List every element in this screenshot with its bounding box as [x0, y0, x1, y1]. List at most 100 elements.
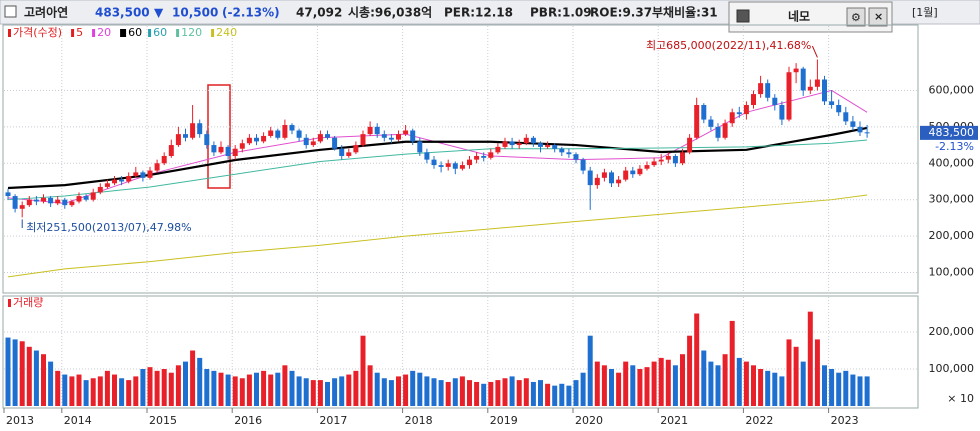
candle-body [339, 148, 345, 156]
volume-bar [694, 313, 700, 406]
x-tick-label: 2016 [234, 414, 262, 427]
pbr: PBR:1.09 [530, 6, 592, 20]
candle-body [438, 165, 444, 167]
checkbox[interactable] [4, 5, 17, 18]
candle-body [843, 112, 849, 122]
volume-bar [836, 372, 842, 406]
candle-body [573, 154, 579, 160]
candle-body [687, 137, 693, 153]
close-button[interactable] [868, 7, 888, 27]
volume-bar [857, 376, 863, 406]
volume-bar [133, 376, 139, 406]
candle-body [467, 159, 472, 166]
volume-bar [488, 381, 494, 406]
candle-body [637, 168, 643, 175]
candle-body [303, 137, 309, 146]
candle-body [33, 199, 39, 202]
volume-bar [751, 365, 756, 406]
volume-bar [254, 372, 259, 406]
volume-bar [431, 378, 437, 406]
candle-body [55, 199, 61, 204]
volume-bar [765, 370, 771, 406]
y-tick-label: 100,000 [929, 266, 975, 279]
y-tick-label: 200,000 [929, 325, 975, 338]
candle-body [715, 126, 721, 138]
volume-bar [104, 370, 110, 406]
low-annotation: 최저251,500(2013/07),47.98% [26, 221, 191, 234]
candle-body [140, 172, 146, 178]
roe: ROE:9.37 [590, 6, 652, 20]
candle-body [317, 134, 323, 142]
volume-bar [296, 376, 302, 406]
volume-bar [779, 376, 785, 406]
volume-bar [594, 361, 600, 406]
candle-body [76, 196, 82, 202]
volume-bar [502, 378, 508, 406]
volume-bar [587, 335, 593, 406]
volume-bar [736, 357, 742, 406]
volume-bar [715, 365, 721, 406]
popup [728, 1, 893, 33]
volume-bar [325, 381, 330, 406]
candle-body [310, 141, 316, 146]
candle-body [353, 145, 359, 153]
settings-button[interactable] [846, 7, 866, 27]
candle-body [814, 79, 820, 87]
volume-bar [403, 374, 409, 406]
candle-body [509, 141, 515, 146]
volume-bar [743, 361, 749, 406]
candle-body [154, 163, 160, 171]
change: 10,500 [172, 6, 218, 20]
volume-bar [211, 370, 217, 406]
candle-body [793, 68, 799, 73]
candle-body [758, 83, 764, 95]
volume-bar [793, 346, 799, 406]
candle-body [829, 101, 835, 106]
candle-body [665, 155, 671, 160]
candle-body [658, 159, 664, 162]
candle-body [822, 79, 827, 102]
candle-body [232, 148, 238, 156]
volume-bar [623, 361, 629, 406]
per: PER:12.18 [444, 6, 513, 20]
volume-bar [175, 365, 181, 406]
legend-swatch [120, 29, 127, 37]
x-tick-label: 2017 [319, 414, 347, 427]
popup-icon [736, 9, 750, 23]
volume-bar [33, 350, 39, 406]
candle-body [495, 146, 501, 153]
candle-body [850, 121, 856, 127]
candle-body [41, 197, 46, 202]
volume-bar [630, 365, 636, 406]
x-tick-label: 2021 [660, 414, 688, 427]
candle-body [552, 145, 558, 149]
volume-bar [786, 339, 792, 406]
candle-body [161, 155, 167, 164]
candle-body [12, 196, 18, 209]
volume-bar [282, 365, 288, 406]
y-tick-label: 100,000 [929, 362, 975, 375]
candle-body [601, 172, 607, 178]
volume-bar [353, 370, 359, 406]
candle-body [836, 105, 842, 113]
volume-bar [218, 372, 224, 406]
volume-bar [566, 385, 572, 406]
candle-body [680, 152, 685, 164]
legend-label: 120 [181, 26, 202, 39]
gear-icon: ⚙ [851, 11, 861, 24]
x-tick-label: 2018 [405, 414, 433, 427]
volume-bar [800, 361, 806, 406]
candle-body [112, 179, 117, 184]
candle-body [197, 123, 203, 135]
candle-body [183, 134, 188, 138]
volume-bar [680, 354, 685, 406]
volume-bar [261, 370, 267, 406]
volume-title: 거래량 [13, 296, 43, 309]
legend-swatch [8, 299, 11, 307]
volume-bar [275, 372, 281, 406]
candle-body [481, 155, 487, 158]
volume-bar [232, 376, 238, 406]
candle-body [580, 159, 586, 171]
candle-body [474, 155, 480, 160]
volume-bar [452, 378, 458, 406]
